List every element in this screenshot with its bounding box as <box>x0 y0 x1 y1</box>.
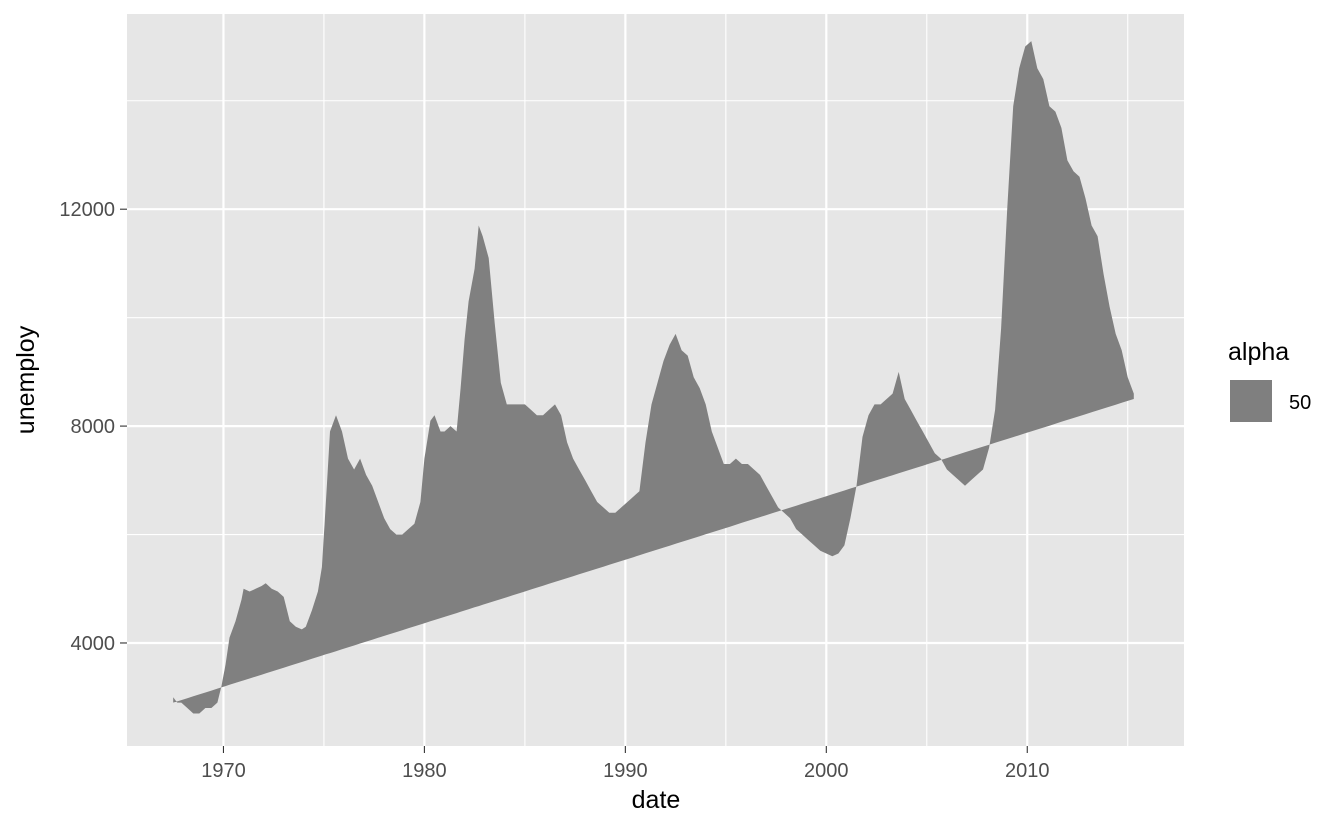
legend-label: 50 <box>1289 392 1311 414</box>
unemploy-area <box>173 41 1134 714</box>
legend: alpha 50 <box>1228 338 1311 424</box>
x-tick-label: 1970 <box>201 760 246 782</box>
y-axis-title: unemploy <box>12 325 40 434</box>
legend-title: alpha <box>1228 338 1289 366</box>
x-tick-label: 2010 <box>1005 760 1050 782</box>
x-tick-label: 1990 <box>603 760 648 782</box>
y-tick-label: 4000 <box>71 633 116 655</box>
x-tick-label: 1980 <box>402 760 447 782</box>
legend-key <box>1228 378 1274 424</box>
axes: 1970 1980 1990 2000 2010 4000 8000 12000 <box>59 199 1049 782</box>
y-tick-label: 8000 <box>71 416 116 438</box>
x-axis-title: date <box>632 786 681 814</box>
x-tick-label: 2000 <box>804 760 849 782</box>
y-tick-label: 12000 <box>59 199 115 221</box>
data-layer <box>173 41 1134 714</box>
